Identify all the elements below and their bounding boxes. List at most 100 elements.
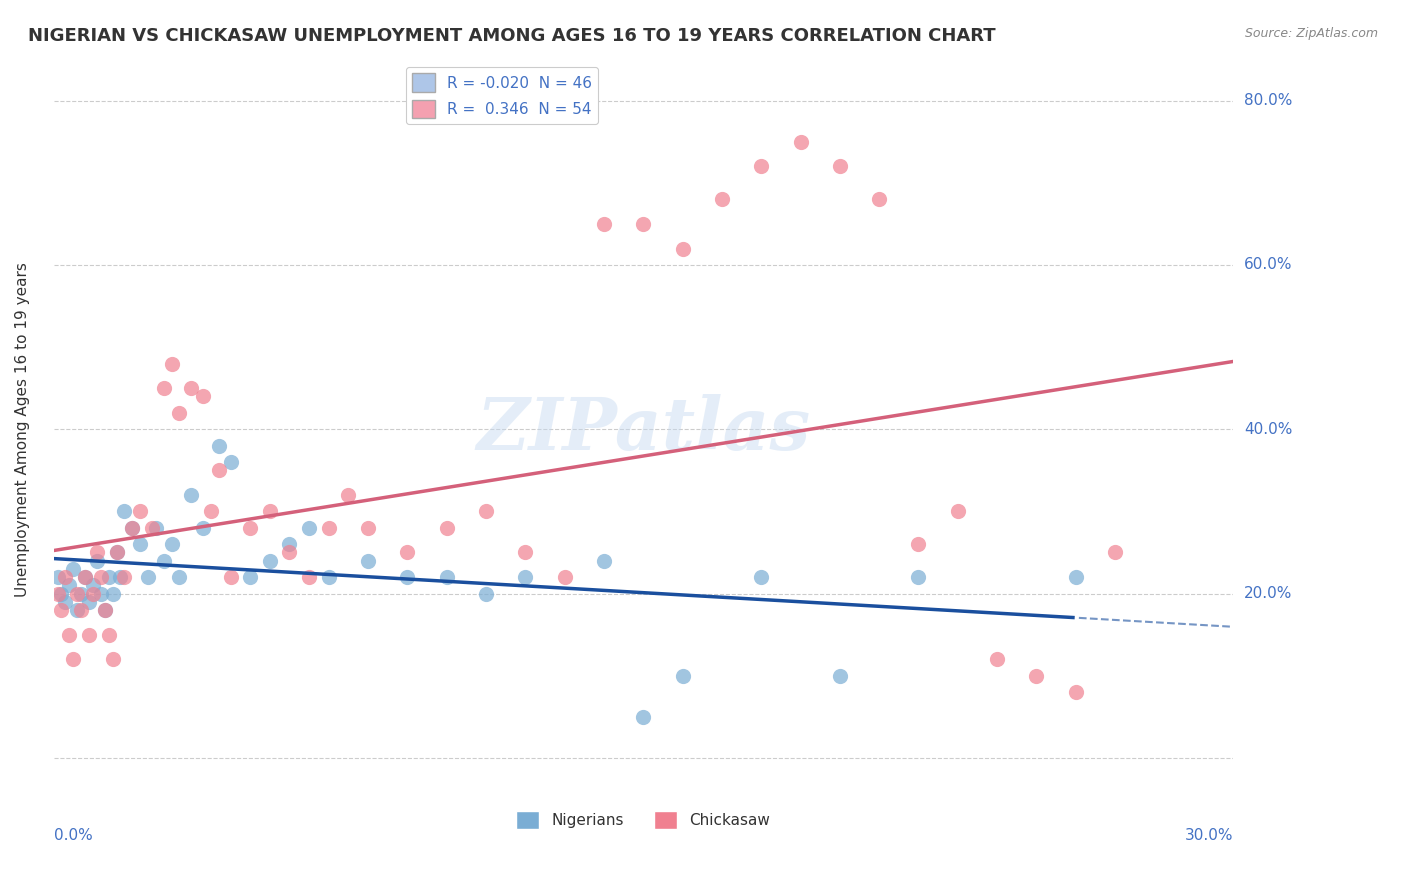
Point [110, 570, 132, 584]
Point [633, 709, 655, 723]
Point [105, 545, 128, 559]
Text: 30.0%: 30.0% [1184, 829, 1233, 844]
Point [200, 504, 222, 518]
Point [82, 578, 104, 592]
Point [710, 192, 733, 206]
Point [259, 554, 281, 568]
Point [239, 570, 262, 584]
Point [58, 578, 80, 592]
Text: 40.0%: 40.0% [1244, 422, 1292, 437]
Point [1064, 570, 1087, 584]
Point [160, 537, 183, 551]
Point [436, 570, 458, 584]
Point [73, 570, 96, 584]
Point [337, 488, 360, 502]
Point [828, 668, 851, 682]
Text: 80.0%: 80.0% [1244, 93, 1292, 108]
Point [90, 570, 112, 584]
Point [298, 521, 321, 535]
Point [70, 603, 93, 617]
Point [1104, 545, 1126, 559]
Point [396, 570, 419, 584]
Point [180, 381, 202, 395]
Point [105, 545, 128, 559]
Point [93, 603, 115, 617]
Point [239, 521, 262, 535]
Point [112, 570, 135, 584]
Point [86, 545, 108, 559]
Point [93, 603, 115, 617]
Text: 20.0%: 20.0% [1244, 586, 1292, 601]
Point [633, 217, 655, 231]
Point [191, 521, 214, 535]
Point [475, 586, 498, 600]
Point [51, 586, 73, 600]
Point [112, 504, 135, 518]
Point [77, 595, 100, 609]
Point [55, 570, 77, 584]
Point [101, 586, 124, 600]
Point [169, 570, 191, 584]
Point [55, 595, 77, 609]
Point [298, 570, 321, 584]
Point [219, 455, 242, 469]
Point [51, 603, 73, 617]
Point [62, 562, 84, 576]
Point [129, 504, 152, 518]
Point [593, 554, 616, 568]
Point [828, 160, 851, 174]
Point [70, 586, 93, 600]
Point [90, 586, 112, 600]
Point [141, 521, 163, 535]
Point [671, 668, 693, 682]
Point [121, 521, 143, 535]
Point [278, 545, 301, 559]
Point [278, 537, 301, 551]
Point [907, 570, 929, 584]
Point [160, 357, 183, 371]
Point [62, 652, 84, 666]
Point [671, 242, 693, 256]
Point [219, 570, 242, 584]
Point [789, 135, 811, 149]
Point [208, 463, 231, 477]
Point [749, 160, 772, 174]
Point [180, 488, 202, 502]
Point [946, 504, 969, 518]
Text: 0.0%: 0.0% [53, 829, 93, 844]
Point [259, 504, 281, 518]
Point [191, 389, 214, 403]
Point [73, 570, 96, 584]
Text: 60.0%: 60.0% [1244, 258, 1292, 272]
Legend: Nigerians, Chickasaw: Nigerians, Chickasaw [510, 805, 776, 836]
Text: ZIPatlas: ZIPatlas [477, 393, 810, 465]
Point [129, 537, 152, 551]
Point [66, 603, 89, 617]
Point [208, 439, 231, 453]
Point [58, 627, 80, 641]
Point [86, 554, 108, 568]
Text: NIGERIAN VS CHICKASAW UNEMPLOYMENT AMONG AGES 16 TO 19 YEARS CORRELATION CHART: NIGERIAN VS CHICKASAW UNEMPLOYMENT AMONG… [28, 27, 995, 45]
Point [593, 217, 616, 231]
Point [82, 586, 104, 600]
Point [868, 192, 890, 206]
Point [749, 570, 772, 584]
Point [77, 627, 100, 641]
Text: Source: ZipAtlas.com: Source: ZipAtlas.com [1244, 27, 1378, 40]
Point [986, 652, 1008, 666]
Point [97, 570, 120, 584]
Point [475, 504, 498, 518]
Point [554, 570, 576, 584]
Point [101, 652, 124, 666]
Point [357, 521, 380, 535]
Point [396, 545, 419, 559]
Point [1064, 685, 1087, 699]
Point [515, 545, 537, 559]
Point [46, 586, 69, 600]
Point [145, 521, 167, 535]
Point [515, 570, 537, 584]
Point [46, 570, 69, 584]
Point [907, 537, 929, 551]
Point [152, 381, 174, 395]
Point [169, 406, 191, 420]
